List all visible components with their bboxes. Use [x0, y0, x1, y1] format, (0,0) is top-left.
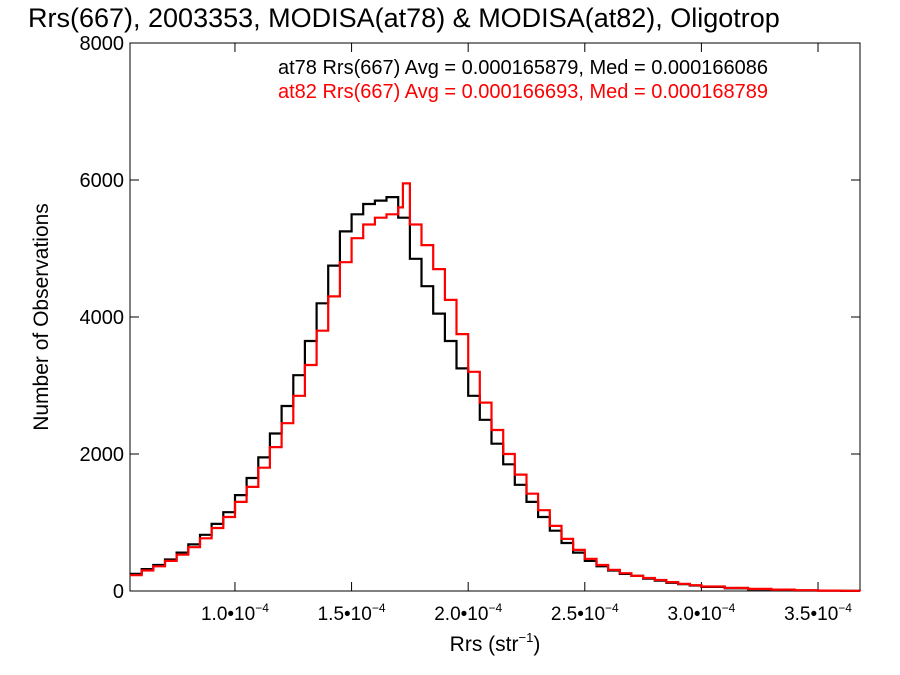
chart-title: Rrs(667), 2003353, MODISA(at78) & MODISA… [28, 3, 780, 33]
x-tick-mantissa: 1.5 [318, 604, 344, 625]
x-tick-mantissa: 3.0 [667, 604, 693, 625]
x-tick-label: 1.0•10−4 [201, 601, 269, 625]
x-axis: 1.0•10−4 1.5•10−4 2.0•10−4 2.5•10−4 3.0•10−4… [201, 43, 852, 625]
x-tick-exponent: −4 [722, 601, 736, 615]
series-layer [130, 182, 862, 592]
x-tick-label: 2.0•10−4 [434, 601, 502, 625]
y-tick-label: 2000 [80, 444, 125, 466]
x-tick-label: 1.5•10−4 [318, 601, 386, 625]
series-at82-line [130, 182, 862, 592]
plot-frame [129, 42, 861, 592]
x-axis-label-main: Rrs (str [450, 633, 519, 656]
y-axis-label: Number of Observations [30, 203, 53, 431]
y-axis: 0 2000 4000 6000 8000 [80, 33, 860, 603]
x-tick-base: •10 [461, 604, 489, 625]
x-tick-label: 3.0•10−4 [667, 601, 735, 625]
x-tick-base: •10 [577, 604, 605, 625]
x-tick-base: •10 [227, 604, 255, 625]
x-tick-base: •10 [810, 604, 838, 625]
x-tick-mantissa: 3.5 [784, 604, 810, 625]
x-tick-base: •10 [344, 604, 372, 625]
x-tick-exponent: −4 [372, 601, 386, 615]
x-tick-mantissa: 2.0 [434, 604, 460, 625]
x-tick-exponent: −4 [255, 601, 269, 615]
x-axis-label-sup: −1 [519, 630, 534, 645]
x-axis-label: Rrs (str−1) [450, 630, 541, 656]
y-tick-label: 8000 [80, 33, 125, 55]
x-tick-mantissa: 2.5 [551, 604, 577, 625]
x-tick-label: 3.5•10−4 [784, 601, 852, 625]
x-tick-base: •10 [694, 604, 722, 625]
y-tick-label: 0 [113, 581, 124, 603]
x-tick-mantissa: 1.0 [201, 604, 227, 625]
annotation-at82: at82 Rrs(667) Avg = 0.000166693, Med = 0… [278, 81, 768, 103]
x-axis-label-end: ) [533, 633, 540, 656]
series-at78-line [130, 196, 860, 592]
y-tick-label: 6000 [80, 170, 125, 192]
x-tick-exponent: −4 [605, 601, 619, 615]
x-tick-exponent: −4 [488, 601, 502, 615]
annotation-at78: at78 Rrs(667) Avg = 0.000165879, Med = 0… [278, 57, 768, 79]
x-tick-exponent: −4 [838, 601, 852, 615]
y-tick-label: 4000 [80, 307, 125, 329]
x-tick-label: 2.5•10−4 [551, 601, 619, 625]
